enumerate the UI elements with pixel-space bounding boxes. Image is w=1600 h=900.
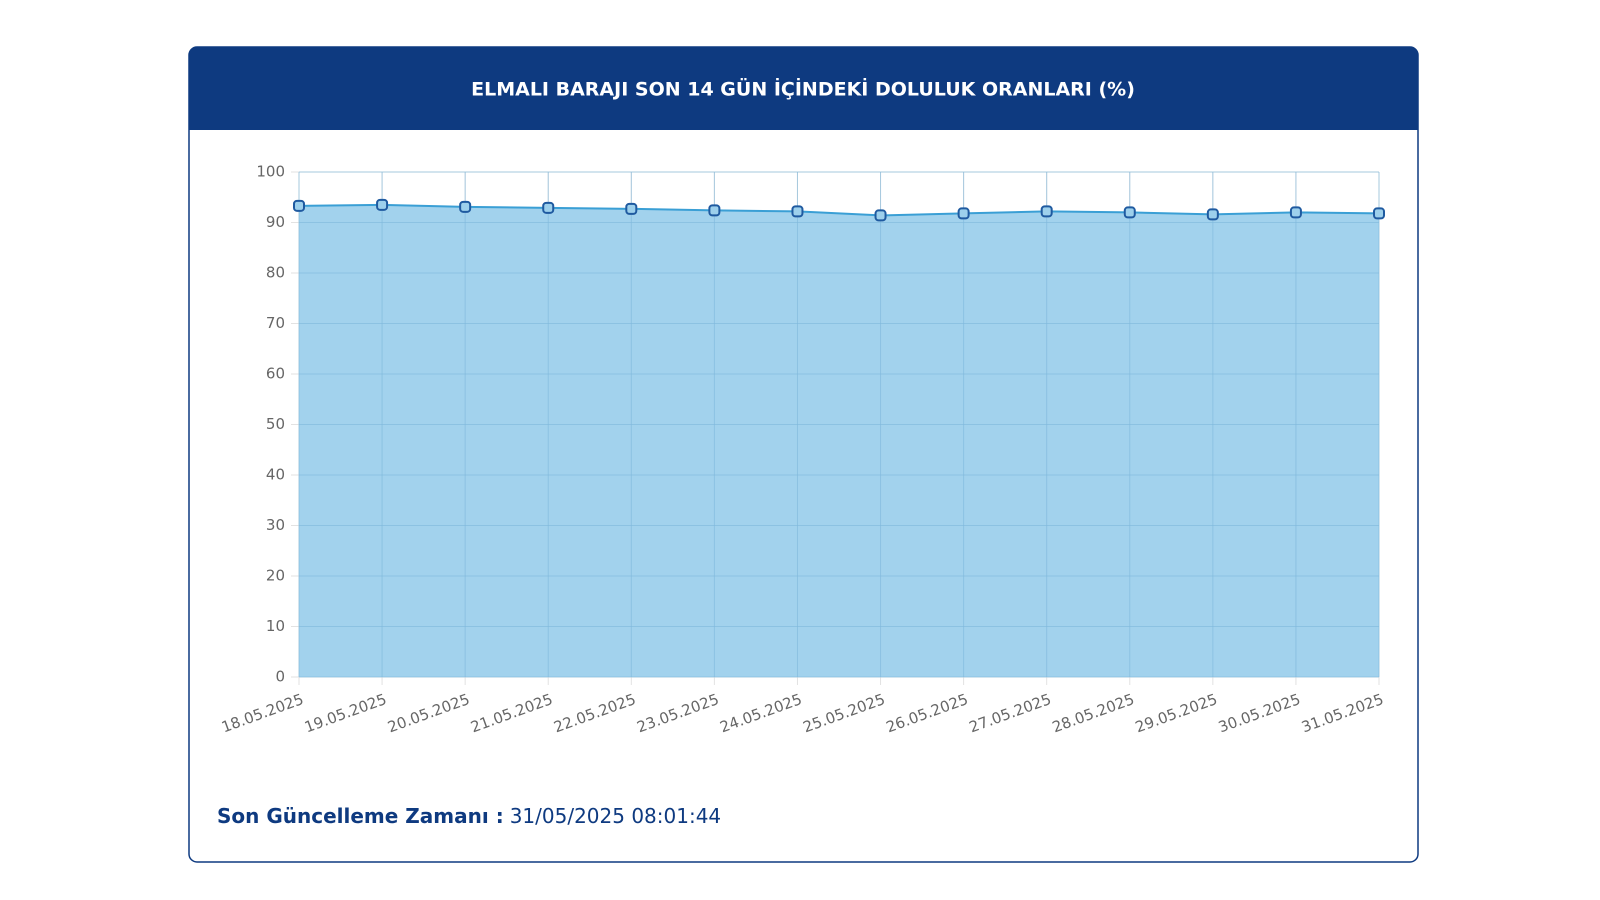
y-tick-label: 20 (266, 567, 285, 585)
marker (1040, 205, 1053, 218)
footer-label: Son Güncelleme Zamanı : (217, 804, 504, 828)
marker (459, 200, 472, 213)
marker (957, 207, 970, 220)
y-tick-label: 90 (266, 213, 285, 231)
y-tick-label: 100 (256, 163, 285, 181)
marker (1123, 206, 1136, 219)
area (299, 204, 1379, 677)
marker (376, 198, 389, 211)
chart-title: ELMALI BARAJI SON 14 GÜN İÇİNDEKİ DOLULU… (471, 77, 1135, 101)
y-tick-label: 0 (275, 668, 285, 686)
marker (708, 204, 721, 217)
marker (874, 209, 887, 222)
marker (1206, 208, 1219, 221)
marker (542, 201, 555, 214)
footer: Son Güncelleme Zamanı :31/05/2025 08:01:… (217, 804, 721, 828)
line (298, 203, 1380, 217)
marker (1373, 207, 1385, 220)
footer-value: 31/05/2025 08:01:44 (510, 804, 721, 828)
marker (791, 205, 804, 218)
y-tick-label: 30 (266, 516, 285, 534)
y-tick-label: 60 (266, 365, 285, 383)
marker (625, 202, 638, 215)
y-tick-label: 50 (266, 415, 285, 433)
y-tick-label: 10 (266, 617, 285, 635)
y-tick-label: 80 (266, 264, 285, 282)
y-tick-label: 70 (266, 314, 285, 332)
y-tick-label: 40 (266, 466, 285, 484)
marker (293, 199, 305, 212)
marker (1289, 206, 1302, 219)
card-header (189, 47, 1418, 130)
